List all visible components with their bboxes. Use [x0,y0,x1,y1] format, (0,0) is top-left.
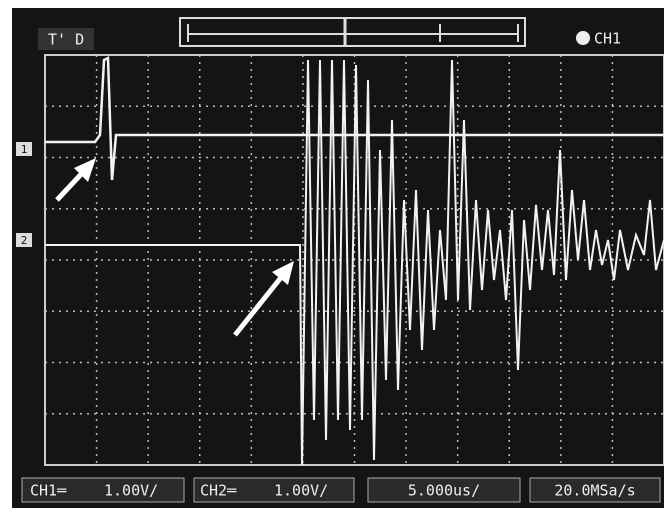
oscilloscope-screen: T' D CH1 1 2 CH1═ 1.00V/ CH2═ 1.00V/ 5.0… [0,0,664,508]
channel-icon [576,31,590,45]
ch1-scale: 1.00V/ [104,482,158,500]
trigger-channel: CH1 [594,30,621,48]
ch1-marker-label: 1 [21,143,28,156]
timebase: 5.000us/ [408,482,480,500]
ch2-marker-label: 2 [21,234,28,247]
ch2-scale: 1.00V/ [274,482,328,500]
trigger-status: T' D [48,31,84,49]
ch2-label: CH2═ [200,482,237,500]
sample-rate: 20.0MSa/s [554,482,635,500]
ch1-label: CH1═ [30,482,67,500]
